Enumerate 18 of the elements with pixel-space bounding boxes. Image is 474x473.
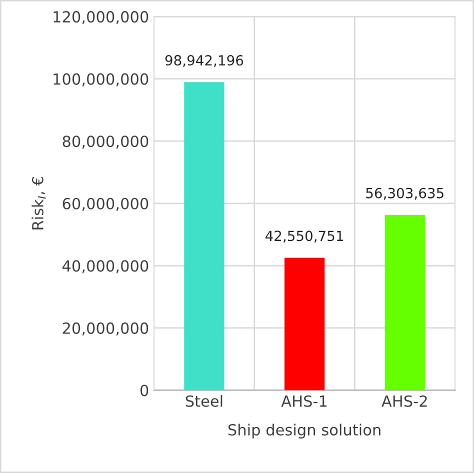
y-tick-label: 120,000,000: [54, 11, 148, 24]
y-tick-label: 0: [140, 384, 148, 396]
bar: [184, 82, 224, 390]
data-label: 42,550,751: [265, 230, 344, 243]
bar: [284, 258, 325, 390]
y-tick-label: 100,000,000: [54, 73, 148, 86]
data-label: 98,942,196: [165, 55, 244, 67]
x-tick-label: AHS-1: [281, 395, 327, 407]
x-axis-title: Ship design solution: [228, 424, 380, 439]
y-axis-title: Risk$_{I}$, €: [32, 177, 46, 230]
bar: [384, 214, 425, 390]
data-label: 56,303,635: [366, 188, 444, 200]
y-tick-label: 60,000,000: [62, 198, 148, 211]
y-tick-label: 80,000,000: [62, 136, 148, 149]
x-tick-label: AHS-2: [382, 395, 427, 407]
y-tick-label: 40,000,000: [62, 260, 148, 274]
y-tick-label: 20,000,000: [62, 322, 148, 336]
x-tick-label: Steel: [186, 395, 222, 407]
